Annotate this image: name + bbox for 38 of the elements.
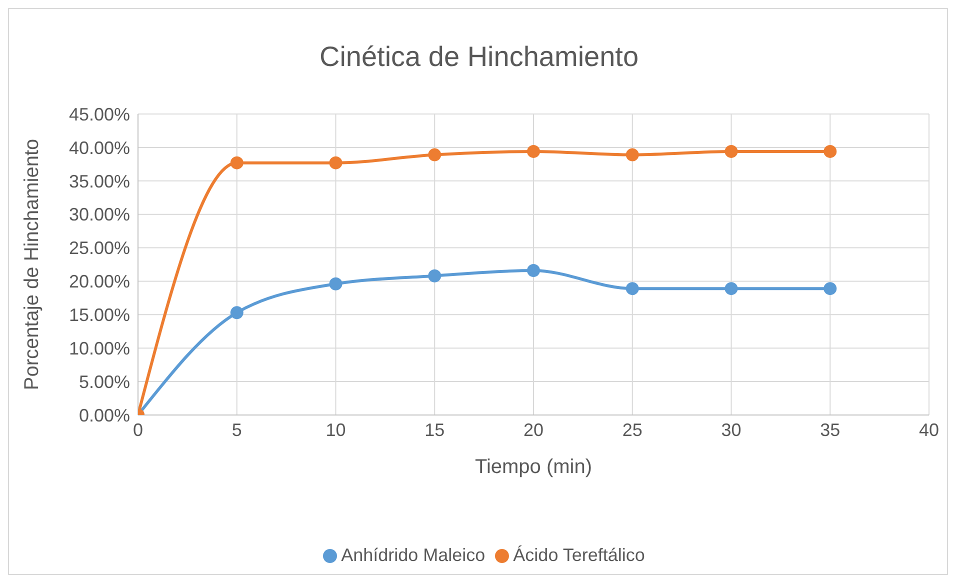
y-tick-label: 5.00% bbox=[78, 372, 130, 392]
y-tick-label: 20.00% bbox=[68, 272, 130, 292]
x-tick-label: 5 bbox=[232, 420, 242, 440]
y-tick-label: 10.00% bbox=[68, 338, 130, 358]
chart-title: Cinética de Hinchamiento bbox=[318, 41, 640, 73]
point bbox=[824, 282, 837, 296]
point bbox=[527, 144, 540, 158]
point bbox=[329, 277, 342, 290]
y-tick-label: 30.00% bbox=[68, 204, 130, 225]
x-tick-label: 0 bbox=[132, 420, 144, 440]
legend-label: Anhídrido Maleico bbox=[341, 545, 486, 565]
point bbox=[329, 156, 342, 170]
point bbox=[626, 148, 639, 162]
x-tick-label: 40 bbox=[918, 420, 940, 440]
point bbox=[724, 282, 738, 296]
x-tick-label: 15 bbox=[424, 420, 445, 440]
y-tick-label: 45.00% bbox=[68, 104, 130, 124]
point bbox=[527, 264, 540, 278]
point bbox=[230, 306, 244, 320]
point bbox=[230, 156, 244, 170]
x-tick-label: 30 bbox=[721, 420, 742, 440]
point bbox=[724, 144, 738, 158]
y-tick-label: 40.00% bbox=[68, 138, 130, 158]
x-tick-label: 35 bbox=[820, 420, 840, 440]
x-tick-label: 20 bbox=[523, 420, 544, 440]
point bbox=[626, 282, 639, 296]
y-tick-label: 15.00% bbox=[68, 305, 130, 326]
x-tick-label: 10 bbox=[326, 420, 346, 440]
point bbox=[428, 148, 442, 162]
point bbox=[824, 144, 837, 158]
y-tick-label: 25.00% bbox=[68, 238, 130, 258]
legend-label: Ácido Tereftálico bbox=[513, 545, 645, 565]
y-tick-label: 35.00% bbox=[68, 171, 130, 192]
y-axis-title: Porcentaje de Hinchamiento bbox=[21, 138, 44, 390]
x-axis-title: Tiempo (min) bbox=[474, 456, 592, 478]
point bbox=[428, 269, 442, 282]
x-tick-label: 25 bbox=[622, 420, 642, 440]
y-tick-label: 0.00% bbox=[78, 405, 130, 426]
